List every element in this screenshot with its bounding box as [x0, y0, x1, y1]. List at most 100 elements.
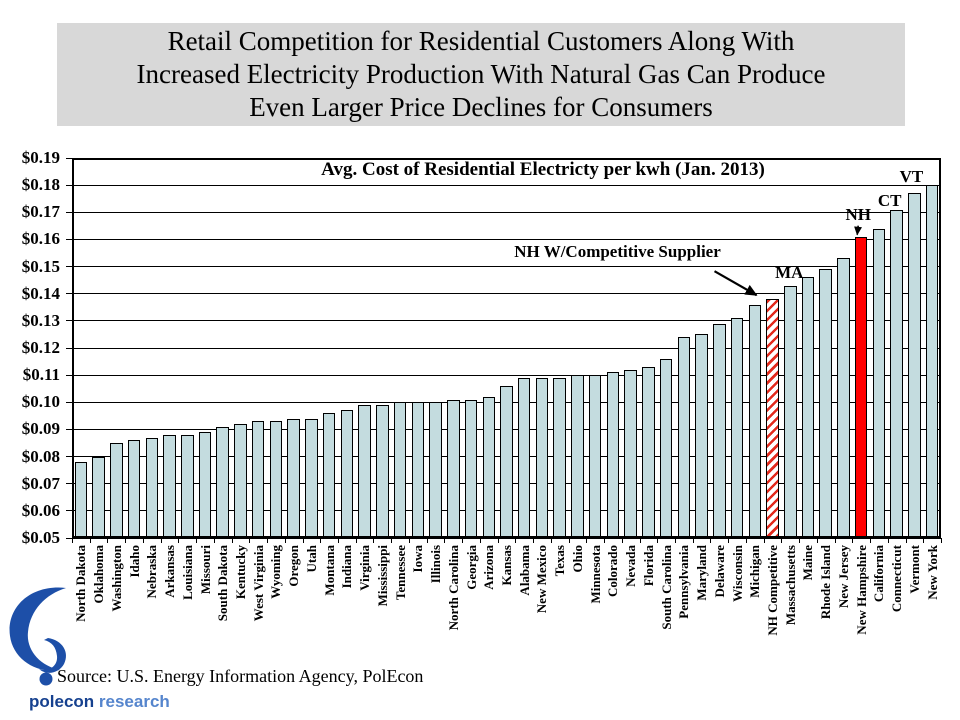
bar	[110, 443, 123, 538]
slide-title: Retail Competition for Residential Custo…	[57, 23, 905, 126]
x-axis-tick	[142, 538, 144, 543]
x-axis-tick	[373, 538, 375, 543]
gridline	[72, 211, 941, 213]
gridline	[72, 320, 941, 322]
y-tick-label: $0.14	[21, 283, 60, 303]
x-axis-tick	[72, 538, 73, 543]
x-tick-label: Rhode Island	[818, 545, 834, 620]
bar	[127, 440, 141, 538]
x-tick-label: New Hampshire	[853, 545, 869, 635]
bar	[216, 426, 229, 538]
y-axis-tick	[66, 238, 72, 240]
y-axis-tick	[66, 293, 72, 295]
x-axis-tick	[213, 538, 215, 543]
bar	[819, 269, 832, 538]
x-tick-label: Washington	[108, 545, 124, 612]
x-axis-tick	[639, 538, 641, 543]
y-tick-label: $0.07	[21, 473, 60, 493]
x-axis-tick	[479, 538, 481, 543]
y-tick-label: $0.19	[21, 148, 60, 167]
chart-title: Avg. Cost of Residential Electricty per …	[321, 159, 765, 180]
bar	[695, 334, 708, 538]
bar	[393, 402, 407, 538]
x-tick-label: Virginia	[357, 545, 373, 591]
y-tick-label: $0.13	[21, 310, 60, 330]
bar	[234, 424, 247, 538]
y-axis-tick	[66, 401, 72, 403]
y-axis-tick	[66, 537, 72, 539]
x-axis-tick	[586, 538, 588, 543]
x-tick-label: Alabama	[516, 545, 532, 596]
y-tick-label: $0.15	[21, 256, 60, 276]
y-axis-tick	[66, 456, 72, 458]
x-axis-tick	[745, 538, 747, 543]
x-axis-tick	[302, 538, 304, 543]
y-tick-label: $0.11	[22, 365, 60, 385]
x-tick-label: Arizona	[481, 545, 497, 590]
slide-title-line-1: Retail Competition for Residential Custo…	[167, 26, 795, 56]
x-axis-tick	[444, 538, 446, 543]
annotation-arrow	[854, 225, 863, 236]
y-axis-tick	[66, 374, 72, 376]
x-axis-tick	[533, 538, 535, 543]
x-tick-label: Tennessee	[392, 545, 408, 601]
slide-title-line-2: Increased Electricity Production With Na…	[136, 59, 826, 89]
x-axis-tick	[497, 538, 499, 543]
x-axis-tick	[320, 538, 322, 543]
x-axis-tick	[196, 538, 198, 543]
x-axis-tick	[391, 538, 393, 543]
bar	[464, 399, 478, 538]
x-tick-label: Missouri	[197, 545, 213, 595]
x-tick-label: Georgia	[463, 545, 479, 590]
x-axis-tick	[355, 538, 357, 543]
x-tick-label: Vermont	[906, 545, 922, 594]
bar	[287, 418, 300, 538]
x-tick-label: California	[871, 545, 887, 603]
annotation-arrow	[713, 270, 758, 297]
bar	[801, 277, 815, 538]
bar	[730, 318, 744, 538]
slide-title-line-3: Even Larger Price Declines for Consumers	[249, 92, 713, 122]
bar	[482, 396, 495, 538]
bar	[553, 377, 566, 538]
x-axis-tick	[692, 538, 694, 543]
bar	[447, 399, 460, 538]
bar	[340, 410, 354, 538]
gridline	[72, 238, 941, 240]
y-tick-label: $0.18	[21, 175, 60, 195]
x-axis-tick	[89, 538, 91, 543]
bar	[251, 421, 265, 538]
x-tick-label: Maryland	[694, 545, 710, 601]
x-tick-label: Arkansas	[162, 545, 178, 598]
x-tick-label: Kansas	[499, 545, 514, 586]
x-tick-label: NH Competitive	[765, 545, 781, 636]
bar	[358, 405, 371, 538]
x-tick-label: Wisconsin	[729, 545, 745, 602]
x-tick-label: Florida	[640, 545, 656, 587]
x-axis-tick	[728, 538, 730, 543]
x-axis-tick	[870, 538, 872, 543]
y-tick-label: $0.16	[21, 229, 60, 249]
polecon-logo-swoosh-icon	[9, 587, 67, 686]
bar	[908, 193, 921, 538]
bar	[74, 462, 88, 538]
source-text: Source: U.S. Energy Information Agency, …	[57, 666, 424, 686]
x-axis-tick	[178, 538, 180, 543]
x-axis-tick	[550, 538, 552, 543]
x-axis-tick	[816, 538, 818, 543]
bar	[571, 375, 584, 538]
x-axis-tick	[338, 538, 340, 543]
bar	[766, 299, 779, 538]
annotation-ma: MA	[775, 262, 804, 282]
y-axis-tick	[66, 184, 72, 186]
x-axis-tick	[604, 538, 606, 543]
bar	[713, 323, 726, 538]
x-tick-label: South Carolina	[658, 545, 674, 630]
annotation-vt: VT	[899, 167, 924, 187]
x-axis-tick	[249, 538, 251, 543]
x-axis-tick	[674, 538, 676, 543]
bar	[92, 456, 105, 538]
x-tick-label: Ohio	[569, 545, 585, 573]
